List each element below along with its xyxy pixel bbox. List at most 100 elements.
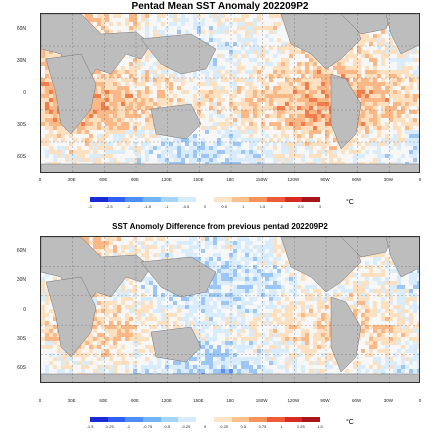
land-mass (385, 14, 419, 55)
colorbar-swatch (178, 417, 197, 422)
land-mass (41, 163, 419, 172)
colorbar-tick-label: -1.5 (144, 204, 151, 209)
colorbar-tick-label: 0 (203, 204, 207, 209)
colorbar-tick-label: 2 (280, 204, 283, 209)
lon-label: 30E (67, 398, 76, 403)
colorbar-swatch (160, 197, 179, 202)
land-mass (330, 296, 362, 373)
colorbar-2 (90, 417, 320, 422)
colorbar-swatch (266, 417, 285, 422)
lon-label: 30W (383, 398, 393, 403)
colorbar-tick-label: 1.5 (317, 424, 323, 429)
lon-label: 120E (161, 398, 172, 403)
colorbar-tick-label: 0 (203, 424, 207, 429)
lon-label: 30W (383, 177, 393, 182)
lon-label: 150E (193, 398, 204, 403)
colorbar-swatch (213, 417, 232, 422)
colorbar-swatch (284, 417, 303, 422)
colorbar-swatch (302, 417, 320, 422)
colorbar-swatch (107, 197, 126, 202)
land-mass (41, 373, 419, 382)
colorbar-swatch (125, 417, 144, 422)
colorbar-swatch (178, 197, 197, 202)
colorbar-swatch (231, 197, 250, 202)
colorbar-tick-label: 1.25 (296, 424, 305, 429)
lat-label: 30N (16, 277, 26, 284)
colorbar-tick-label: -3 (88, 204, 92, 209)
colorbar-tick-label: 1.5 (259, 204, 266, 209)
panel-2-title: SST Anomoly Difference from previous pen… (112, 222, 328, 231)
land-mass (330, 73, 362, 150)
colorbar-swatch (213, 197, 232, 202)
colorbar-swatch (196, 197, 214, 202)
colorbar-swatch (143, 417, 161, 422)
colorbar-swatch (284, 197, 303, 202)
colorbar-swatch (125, 197, 144, 202)
colorbar-tick-label: -1 (164, 204, 169, 209)
colorbar-swatch (143, 197, 161, 202)
colorbar-tick-label: 0.5 (221, 204, 227, 209)
colorbar-tick-label: 3 (318, 204, 322, 209)
colorbar-tick-label: -2.5 (105, 204, 113, 209)
land-mass (385, 237, 419, 278)
lon-label: 0 (38, 398, 42, 403)
lat-label: 30S (17, 122, 26, 128)
lon-label: 180 (226, 177, 234, 182)
colorbar-tick-label: -0.5 (163, 424, 171, 429)
colorbar-swatch (107, 417, 126, 422)
colorbar-swatch (266, 197, 285, 202)
colorbar-swatch (302, 197, 320, 202)
lon-label: 0 (418, 177, 422, 182)
panel-1-title: Pentad Mean SST Anomaly 202209P2 (131, 1, 309, 12)
colorbar-1-unit: °C (346, 199, 354, 206)
lat-label: 60S (17, 365, 26, 372)
colorbar-tick-label: -2 (126, 204, 131, 209)
sst-anomaly-map (40, 13, 420, 173)
lon-label: 0 (38, 177, 42, 182)
colorbar-swatch (249, 417, 267, 422)
colorbar-2-unit: °C (346, 419, 354, 426)
colorbar-swatch (231, 417, 250, 422)
land-mass (45, 53, 97, 135)
lon-label: 30E (67, 177, 76, 182)
lon-label: 150W (255, 177, 268, 182)
lat-label: 60S (17, 154, 26, 160)
lon-label: 0 (418, 398, 422, 403)
colorbar-swatch (90, 197, 108, 202)
land-mass (140, 33, 217, 75)
lon-label: 60W (352, 398, 362, 403)
colorbar-tick-label: -1.5 (86, 424, 94, 429)
colorbar-tick-label: 1 (280, 424, 283, 429)
lon-label: 90W (320, 177, 330, 182)
colorbar-tick-label: -1 (126, 424, 131, 429)
lat-label: 30N (16, 58, 26, 64)
lon-label: 150W (255, 398, 268, 403)
lon-label: 60E (99, 177, 108, 182)
lon-label: 120W (287, 398, 300, 403)
land-mass (45, 276, 97, 358)
lon-label: 120E (161, 177, 172, 182)
lon-label: 60W (352, 177, 362, 182)
land-mass (140, 256, 217, 298)
colorbar-1 (90, 197, 320, 202)
colorbar-tick-label: -0.5 (182, 204, 190, 209)
lon-label: 150E (193, 177, 204, 182)
land-mass (340, 237, 392, 258)
lon-label: 90W (320, 398, 330, 403)
colorbar-tick-label: 2.5 (298, 204, 304, 209)
colorbar-tick-label: 0.75 (258, 424, 267, 429)
sst-difference-map (40, 236, 420, 383)
lon-label: 120W (287, 177, 300, 182)
colorbar-tick-label: -1.25 (104, 424, 114, 429)
lon-label: 180 (226, 398, 234, 403)
colorbar-swatch (249, 197, 267, 202)
lat-label: 60N (16, 247, 26, 254)
colorbar-tick-label: 0.25 (220, 424, 229, 429)
colorbar-swatch (90, 417, 108, 422)
lat-label: 0 (23, 306, 26, 313)
colorbar-swatch (196, 417, 214, 422)
land-mass (150, 103, 202, 140)
colorbar-tick-label: -0.25 (181, 424, 191, 429)
lat-label: 60N (16, 26, 26, 32)
land-mass (340, 14, 392, 35)
